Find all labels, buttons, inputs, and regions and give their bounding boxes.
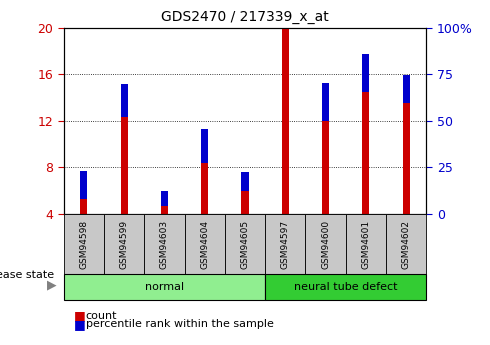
Bar — [402, 75, 410, 103]
Bar — [282, 0, 289, 28]
Text: ■: ■ — [74, 309, 85, 322]
Bar — [362, 55, 369, 92]
Bar — [201, 162, 208, 214]
Text: ▶: ▶ — [47, 278, 56, 291]
Bar — [242, 190, 248, 214]
Bar — [322, 83, 329, 121]
Bar — [161, 206, 168, 214]
Text: ■: ■ — [74, 318, 85, 331]
Text: disease state: disease state — [0, 270, 54, 279]
Text: GSM94601: GSM94601 — [361, 219, 370, 269]
Text: normal: normal — [145, 282, 184, 292]
Bar — [322, 121, 329, 214]
Text: GSM94602: GSM94602 — [402, 219, 411, 269]
Bar — [282, 28, 289, 214]
Bar — [242, 172, 248, 190]
Bar — [161, 191, 168, 206]
Bar — [362, 92, 369, 214]
Text: GSM94605: GSM94605 — [241, 219, 249, 269]
Bar — [201, 129, 208, 163]
Bar — [402, 103, 410, 214]
Bar — [80, 199, 88, 214]
Text: GSM94604: GSM94604 — [200, 219, 209, 269]
Title: GDS2470 / 217339_x_at: GDS2470 / 217339_x_at — [161, 10, 329, 24]
Bar — [121, 117, 128, 214]
Text: GSM94598: GSM94598 — [79, 219, 88, 269]
Text: GSM94597: GSM94597 — [281, 219, 290, 269]
Text: GSM94603: GSM94603 — [160, 219, 169, 269]
Text: GSM94600: GSM94600 — [321, 219, 330, 269]
Text: percentile rank within the sample: percentile rank within the sample — [86, 319, 273, 329]
Text: neural tube defect: neural tube defect — [294, 282, 397, 292]
Text: GSM94599: GSM94599 — [120, 219, 129, 269]
Text: count: count — [86, 311, 117, 321]
Bar — [80, 171, 88, 199]
Bar — [121, 84, 128, 117]
